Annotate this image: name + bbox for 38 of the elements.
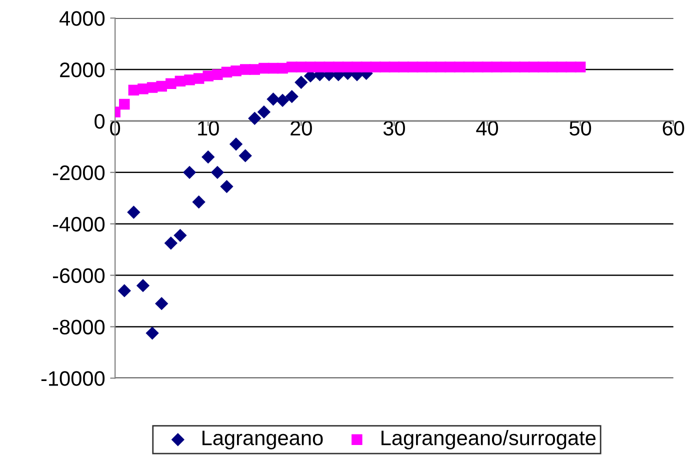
- point: [266, 92, 280, 106]
- point: [164, 236, 178, 250]
- x-tick-label: 30: [383, 120, 405, 136]
- point: [192, 195, 206, 209]
- x-tick-label: 20: [290, 120, 312, 136]
- point: [136, 278, 150, 292]
- point: [174, 228, 187, 242]
- y-tick-label: -10000: [41, 371, 105, 386]
- point: [257, 105, 271, 119]
- y-tick-label: 4000: [59, 11, 105, 26]
- point: [276, 94, 290, 107]
- point: [229, 138, 243, 151]
- y-tick-label: 2000: [60, 62, 105, 78]
- point: [285, 90, 298, 104]
- point: [202, 150, 215, 164]
- x-tick-label: 10: [198, 120, 219, 136]
- point: [574, 62, 586, 72]
- legend-label: Lagrangeano: [202, 430, 323, 450]
- point: [210, 166, 224, 179]
- point: [220, 180, 234, 194]
- legend-label: Lagrangeano/surrogate: [382, 430, 596, 450]
- point: [119, 98, 130, 110]
- point: [238, 149, 252, 162]
- y-tick-label: -2000: [53, 165, 105, 180]
- y-tick-label: -4000: [53, 216, 105, 232]
- y-tick-label: -8000: [53, 320, 105, 334]
- point: [182, 166, 196, 179]
- point: [155, 296, 168, 310]
- x-tick-label: 60: [662, 120, 684, 136]
- y-tick-label: -6000: [53, 268, 105, 284]
- point: [146, 326, 159, 340]
- x-tick-label: 40: [476, 120, 498, 136]
- point: [407, 62, 418, 72]
- point: [248, 112, 262, 125]
- x-tick-label: 50: [570, 120, 592, 136]
- point: [118, 284, 131, 298]
- point: [294, 76, 308, 89]
- point: [127, 206, 140, 219]
